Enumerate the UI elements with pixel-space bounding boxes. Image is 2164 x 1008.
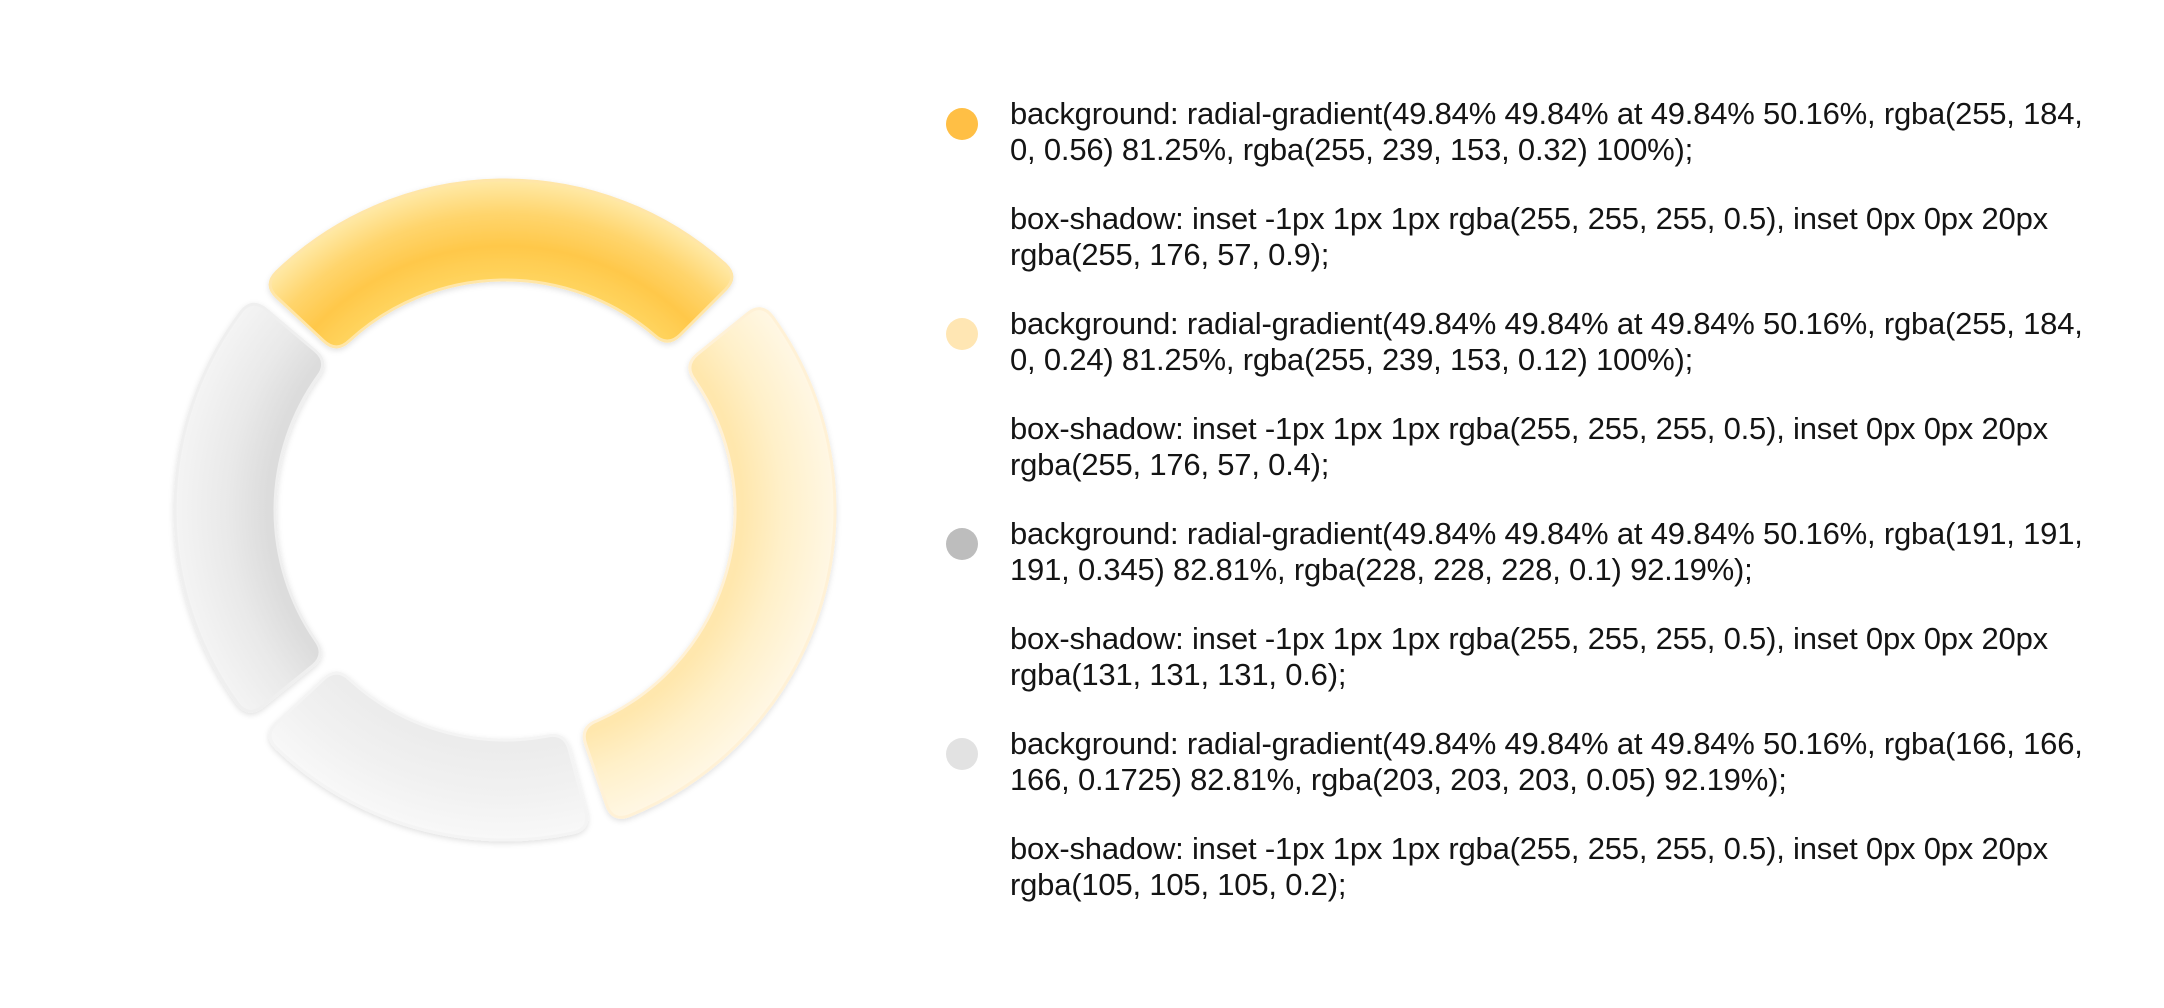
color-swatch-orange <box>946 108 978 140</box>
color-swatch-gray <box>946 528 978 560</box>
legend-entry-gray: background: radial-gradient(49.84% 49.84… <box>930 516 2130 693</box>
background-css: background: radial-gradient(49.84% 49.84… <box>1010 96 2090 168</box>
color-swatch-light-gray <box>946 738 978 770</box>
box-shadow-css: box-shadow: inset -1px 1px 1px rgba(255,… <box>1010 201 2090 273</box>
box-shadow-css: box-shadow: inset -1px 1px 1px rgba(255,… <box>1010 621 2090 693</box>
box-shadow-css: box-shadow: inset -1px 1px 1px rgba(255,… <box>1010 831 2090 903</box>
ring-segment-light-gray <box>270 673 587 840</box>
ring-segment-orange <box>270 180 732 347</box>
legend: background: radial-gradient(49.84% 49.84… <box>930 96 2130 903</box>
box-shadow-css: box-shadow: inset -1px 1px 1px rgba(255,… <box>1010 411 2090 483</box>
color-swatch-light-orange <box>946 318 978 350</box>
ring-segment-light-orange <box>584 309 835 818</box>
donut-ring <box>0 0 1000 1008</box>
ring-segment-gray <box>175 304 323 711</box>
legend-entry-light-orange: background: radial-gradient(49.84% 49.84… <box>930 306 2130 483</box>
legend-entry-orange: background: radial-gradient(49.84% 49.84… <box>930 96 2130 273</box>
legend-entry-light-gray: background: radial-gradient(49.84% 49.84… <box>930 726 2130 903</box>
background-css: background: radial-gradient(49.84% 49.84… <box>1010 516 2090 588</box>
background-css: background: radial-gradient(49.84% 49.84… <box>1010 306 2090 378</box>
background-css: background: radial-gradient(49.84% 49.84… <box>1010 726 2090 798</box>
